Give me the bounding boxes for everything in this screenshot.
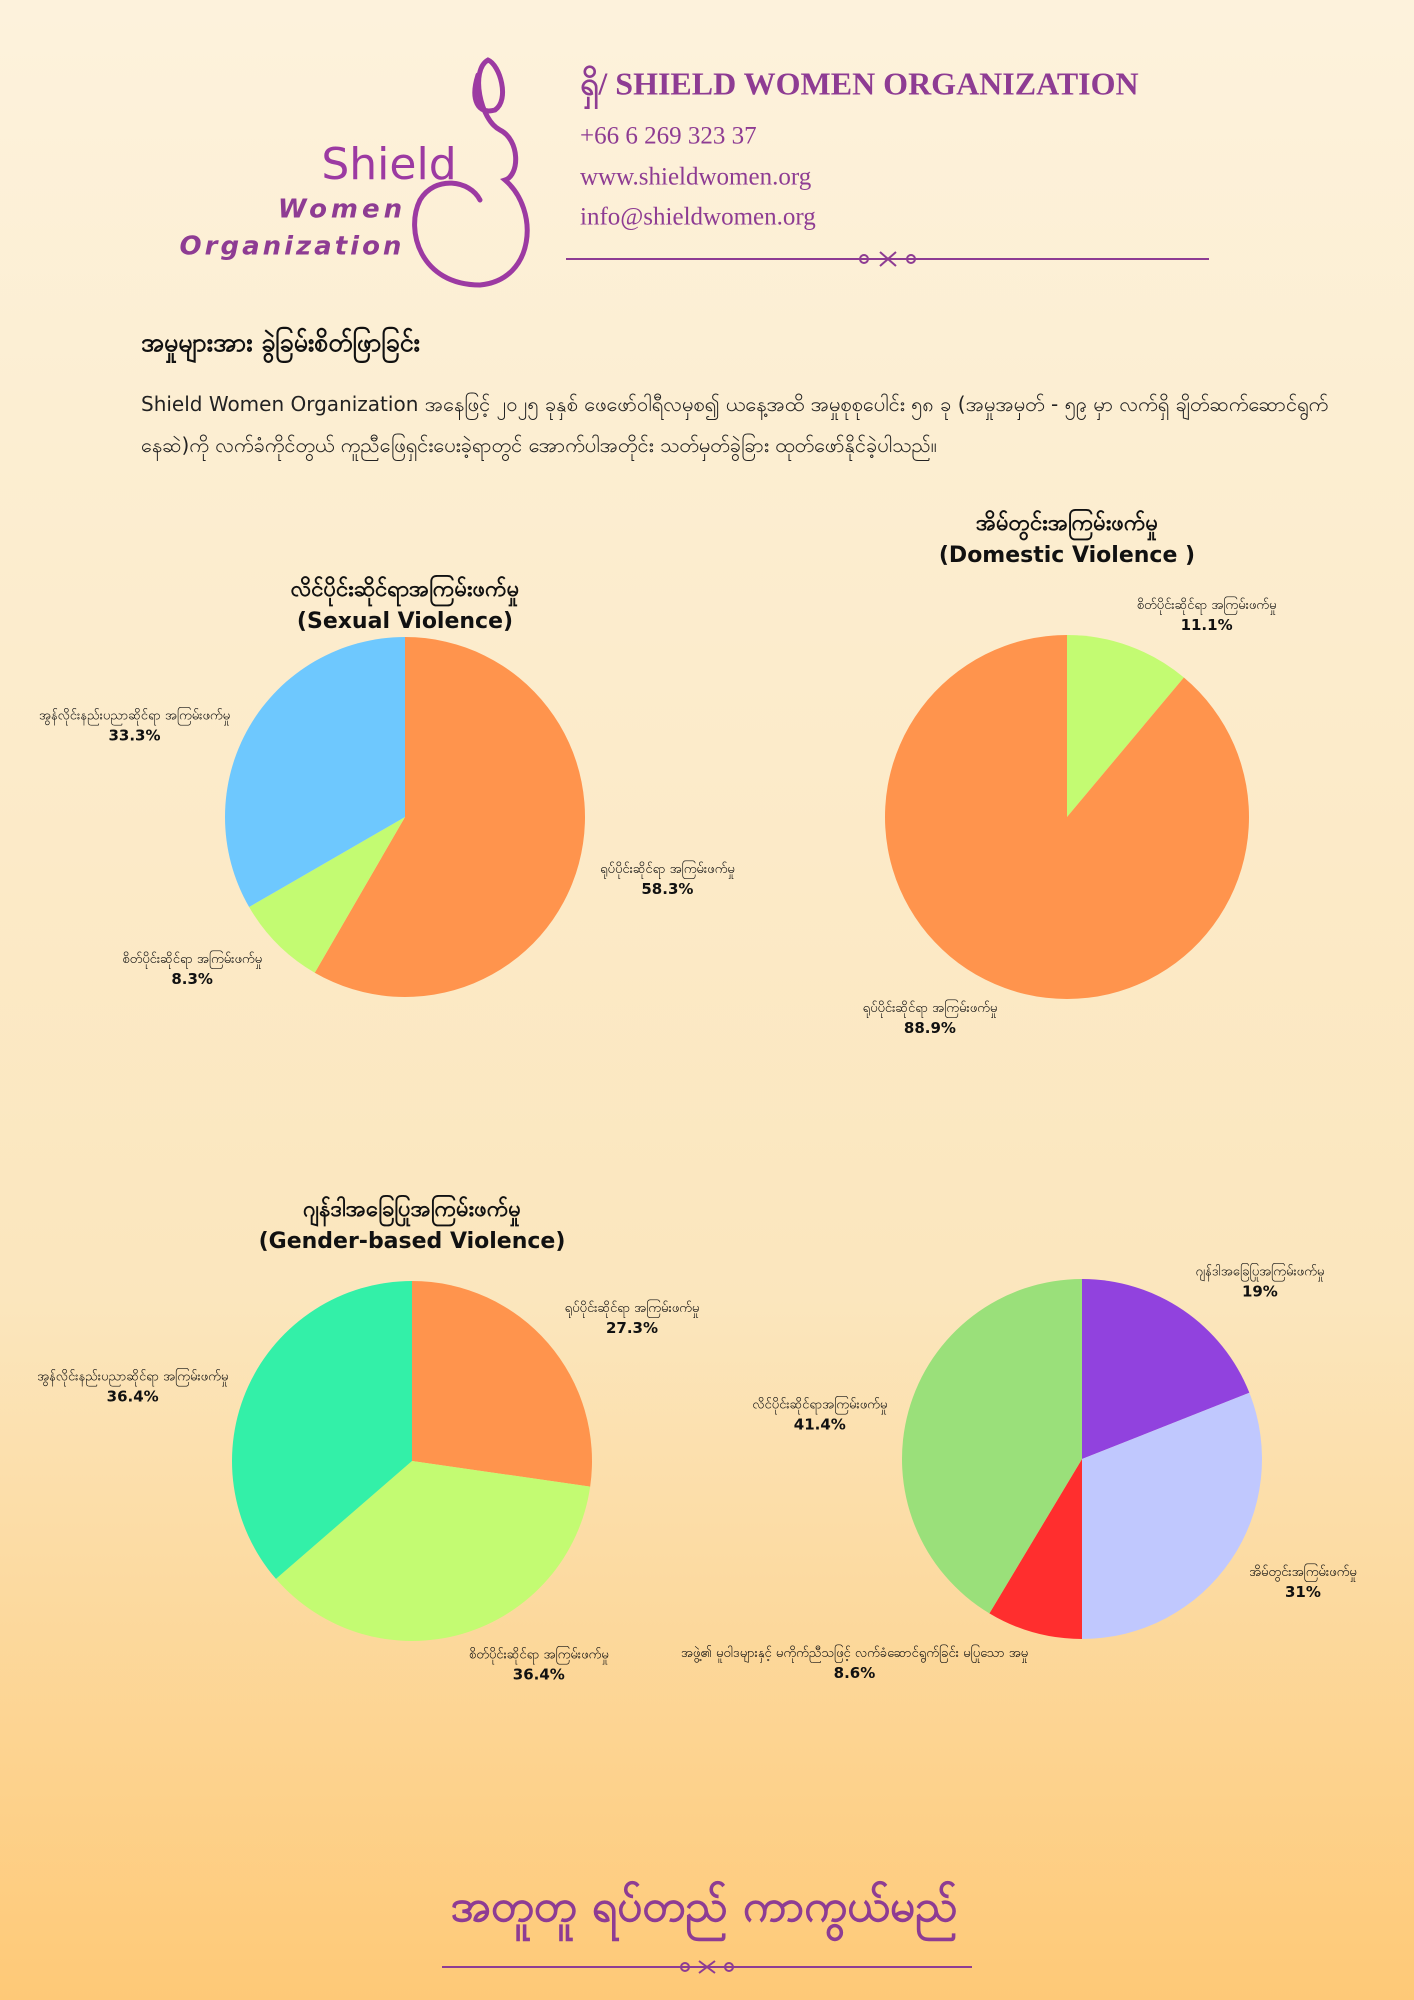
pie-slice xyxy=(412,1281,592,1487)
logo-text: Organization xyxy=(180,232,405,262)
slice-label: အဖွဲ့၏ မူဝါဒများနှင့် မကိုက်ညီသဖြင့် လက်… xyxy=(681,1644,1028,1663)
website: www.shieldwomen.org xyxy=(580,164,812,191)
slice-label: စိတ်ပိုင်းဆိုင်ရာ အကြမ်းဖက်မှု xyxy=(122,950,262,969)
slice-label: စိတ်ပိုင်းဆိုင်ရာ အကြမ်းဖက်မှု xyxy=(469,1645,609,1664)
slice-label: စိတ်ပိုင်းဆိုင်ရာ အကြမ်းဖက်မှု xyxy=(1137,596,1277,615)
slice-label: အိမ်တွင်းအကြမ်းဖက်မှု xyxy=(1249,1563,1357,1582)
divider xyxy=(566,251,1209,267)
chart-subtitle: (Domestic Violence ) xyxy=(939,543,1195,568)
slice-label: အွန်လိုင်းနည်းပညာဆိုင်ရာ အကြမ်းဖက်မှု xyxy=(39,707,230,726)
slice-value: 88.9% xyxy=(904,1019,956,1037)
pie-slice xyxy=(1067,635,1184,817)
chart-title: အိမ်တွင်းအကြမ်းဖက်မှု xyxy=(976,508,1158,541)
slice-label: ရုပ်ပိုင်းဆိုင်ရာ အကြမ်းဖက်မှု xyxy=(565,1299,700,1318)
pie-slice xyxy=(1082,1279,1250,1459)
pie-slice xyxy=(224,637,405,907)
heading: အမှုများအား ခွဲခြမ်းစိတ်ဖြာခြင်း xyxy=(141,327,420,363)
slice-label: ဂျန်ဒါအခြေပြုအကြမ်းဖက်မှု xyxy=(1196,1262,1325,1281)
slice-value: 33.3% xyxy=(108,727,160,745)
slice-value: 36.4% xyxy=(513,1665,565,1683)
chart-title: လိင်ပိုင်းဆိုင်ရာအကြမ်းဖက်မှု xyxy=(291,574,520,607)
slice-value: 11.1% xyxy=(1181,616,1233,634)
slice-value: 8.6% xyxy=(834,1664,876,1682)
slogan: အတူတူ ရပ်တည် ကာကွယ်မည် xyxy=(450,1881,957,1942)
chart-subtitle: (Sexual Violence) xyxy=(297,609,513,634)
logo xyxy=(412,57,530,288)
slice-value: 8.3% xyxy=(171,970,213,988)
slice-value: 41.4% xyxy=(794,1416,846,1434)
pie-slice xyxy=(1082,1392,1262,1639)
divider xyxy=(442,1960,972,1974)
pie-slice xyxy=(885,635,1249,1000)
slice-label: လိင်ပိုင်းဆိုင်ရာအကြမ်းဖက်မှု xyxy=(752,1396,887,1415)
pie-slice xyxy=(989,1459,1082,1639)
slice-label: အွန်လိုင်းနည်းပညာဆိုင်ရာ အကြမ်းဖက်မှု xyxy=(37,1368,228,1387)
slice-value: 58.3% xyxy=(641,880,693,898)
slice-value: 19% xyxy=(1242,1282,1278,1300)
logo-text: Shield xyxy=(321,139,456,190)
intro-paragraph: Shield Women Organization အနေဖြင့် ၂၀၂၅ … xyxy=(141,392,1329,457)
pie-slice xyxy=(314,637,586,998)
charts: လိင်ပိုင်းဆိုင်ရာအကြမ်းဖက်မှု(Sexual Vio… xyxy=(37,508,1357,1683)
chart-title: ဂျန်ဒါအခြေပြုအကြမ်းဖက်မှု xyxy=(303,1194,521,1227)
pie-slice xyxy=(249,817,405,973)
slice-value: 27.3% xyxy=(606,1319,658,1337)
slice-value: 31% xyxy=(1285,1583,1321,1601)
phone: +66 6 269 323 37 xyxy=(580,123,757,150)
pie-slice xyxy=(275,1461,591,1641)
org-name: ရှိ/ SHIELD WOMEN ORGANIZATION xyxy=(580,65,1139,109)
slice-label: ရုပ်ပိုင်းဆိုင်ရာ အကြမ်းဖက်မှု xyxy=(863,999,998,1018)
pie-slice xyxy=(232,1281,412,1579)
pie-slice xyxy=(901,1279,1082,1614)
slice-label: ရုပ်ပိုင်းဆိုင်ရာ အကြမ်းဖက်မှု xyxy=(600,860,735,879)
slice-value: 36.4% xyxy=(107,1388,159,1406)
email: info@shieldwomen.org xyxy=(580,204,816,231)
logo-text: Women xyxy=(278,195,406,225)
chart-subtitle: (Gender-based Violence) xyxy=(259,1229,566,1254)
